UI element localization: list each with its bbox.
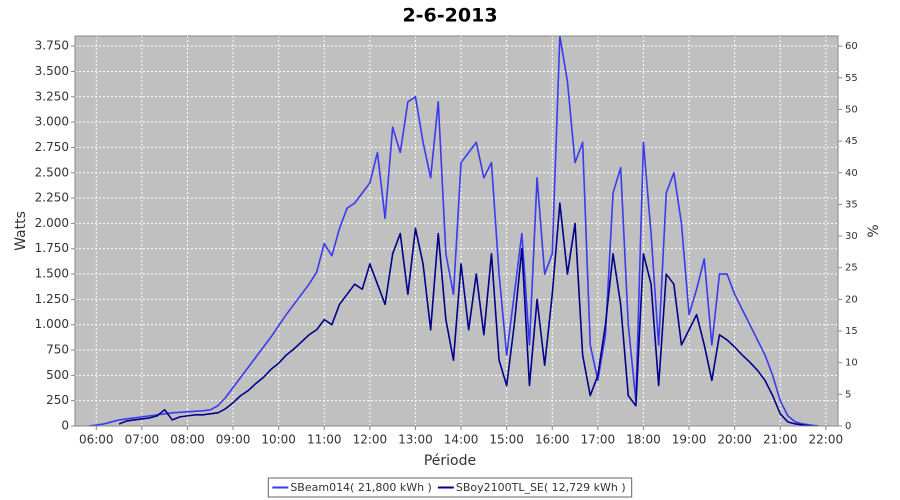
legend: SBeam014( 21,800 kWh ) SBoy2100TL_SE( 12,… <box>267 477 633 498</box>
y-tick-label: 2.000 <box>35 216 69 230</box>
y2-tick-label: 25 <box>845 263 858 274</box>
y2-tick-label: 15 <box>845 326 858 337</box>
y2-tick-label: 50 <box>845 104 858 115</box>
x-tick-label: 22:00 <box>809 433 844 447</box>
y-tick-label: 2.750 <box>35 140 69 154</box>
x-axis-label: Période <box>424 453 476 469</box>
y-tick-label: 2.250 <box>35 191 69 205</box>
y-tick-label: 3.750 <box>35 39 69 53</box>
y2-tick-label: 5 <box>845 389 851 400</box>
y2-tick-label: 0 <box>845 421 851 432</box>
plot-border <box>74 35 839 427</box>
y-tick-label: 3.000 <box>35 115 69 129</box>
x-tick-label: 06:00 <box>79 433 114 447</box>
y-tick-label: 1.750 <box>35 241 69 255</box>
x-tick-label: 16:00 <box>535 433 570 447</box>
y2-tick-label: 10 <box>845 358 858 369</box>
y2-tick-label: 30 <box>845 231 858 242</box>
x-tick-label: 13:00 <box>398 433 433 447</box>
x-tick-label: 15:00 <box>489 433 524 447</box>
legend-label: SBoy2100TL_SE( 12,729 kWh ) <box>456 481 626 494</box>
y2-tick-label: 40 <box>845 168 858 179</box>
y-tick-label: 3.500 <box>35 64 69 78</box>
y-tick-label: 3.250 <box>35 89 69 103</box>
y-tick-label: 1.250 <box>35 292 69 306</box>
x-tick-label: 08:00 <box>170 433 205 447</box>
y-tick-label: 1.000 <box>35 317 69 331</box>
y-tick-label: 750 <box>46 343 69 357</box>
y2-tick-label: 55 <box>845 73 858 84</box>
y2-axis-label: % <box>866 224 882 237</box>
x-tick-label: 07:00 <box>125 433 160 447</box>
y-tick-label: 2.500 <box>35 165 69 179</box>
lines <box>88 36 819 426</box>
y2-tick-label: 35 <box>845 199 858 210</box>
y-tick-label: 500 <box>46 368 69 382</box>
series-line <box>118 202 819 426</box>
series-line <box>88 36 819 426</box>
x-tick-label: 12:00 <box>353 433 388 447</box>
y-tick-label: 1.500 <box>35 267 69 281</box>
x-tick-label: 17:00 <box>581 433 616 447</box>
chart-title: 2-6-2013 <box>402 5 497 27</box>
y-axis-label: Watts <box>13 211 29 251</box>
y-tick-label: 250 <box>46 393 69 407</box>
y2-tick-label: 45 <box>845 136 858 147</box>
x-tick-label: 19:00 <box>672 433 707 447</box>
x-tick-label: 10:00 <box>261 433 296 447</box>
x-tick-label: 18:00 <box>626 433 661 447</box>
legend-label: SBeam014( 21,800 kWh ) <box>290 481 432 494</box>
x-tick-label: 20:00 <box>717 433 752 447</box>
x-tick-label: 14:00 <box>444 433 479 447</box>
x-tick-label: 11:00 <box>307 433 342 447</box>
y-tick-label: 0 <box>61 419 69 433</box>
y2-tick-label: 60 <box>845 41 858 52</box>
x-tick-label: 21:00 <box>763 433 798 447</box>
y2-tick-label: 20 <box>845 294 858 305</box>
x-tick-label: 09:00 <box>216 433 251 447</box>
